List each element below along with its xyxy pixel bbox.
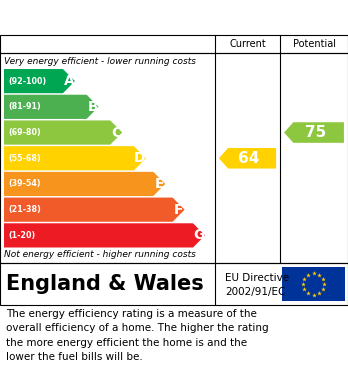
- Text: (39-54): (39-54): [8, 179, 41, 188]
- Polygon shape: [4, 95, 98, 119]
- Text: (81-91): (81-91): [8, 102, 41, 111]
- Text: Not energy efficient - higher running costs: Not energy efficient - higher running co…: [4, 250, 196, 259]
- Text: Energy Efficiency Rating: Energy Efficiency Rating: [9, 10, 219, 25]
- Polygon shape: [219, 148, 276, 169]
- Text: 75: 75: [305, 125, 326, 140]
- Polygon shape: [4, 223, 205, 248]
- Text: Very energy efficient - lower running costs: Very energy efficient - lower running co…: [4, 57, 196, 66]
- Text: B: B: [87, 100, 98, 114]
- Text: Potential: Potential: [293, 39, 335, 49]
- Text: D: D: [134, 151, 146, 165]
- Text: (69-80): (69-80): [8, 128, 41, 137]
- Polygon shape: [4, 172, 165, 196]
- Polygon shape: [4, 120, 122, 145]
- Polygon shape: [4, 69, 75, 93]
- Text: (1-20): (1-20): [8, 231, 35, 240]
- Text: 2002/91/EC: 2002/91/EC: [225, 287, 285, 298]
- Text: A: A: [64, 74, 74, 88]
- Text: The energy efficiency rating is a measure of the
overall efficiency of a home. T: The energy efficiency rating is a measur…: [6, 309, 269, 362]
- Text: 64: 64: [238, 151, 260, 166]
- FancyBboxPatch shape: [282, 267, 345, 301]
- Text: (92-100): (92-100): [8, 77, 46, 86]
- Polygon shape: [4, 197, 184, 222]
- Text: England & Wales: England & Wales: [6, 274, 204, 294]
- Polygon shape: [284, 122, 344, 143]
- Polygon shape: [4, 146, 146, 170]
- Text: E: E: [155, 177, 164, 191]
- Text: G: G: [193, 228, 205, 242]
- Text: EU Directive: EU Directive: [225, 273, 289, 283]
- Text: (55-68): (55-68): [8, 154, 41, 163]
- Text: (21-38): (21-38): [8, 205, 41, 214]
- Text: C: C: [111, 126, 121, 140]
- Text: Current: Current: [229, 39, 266, 49]
- Text: F: F: [174, 203, 183, 217]
